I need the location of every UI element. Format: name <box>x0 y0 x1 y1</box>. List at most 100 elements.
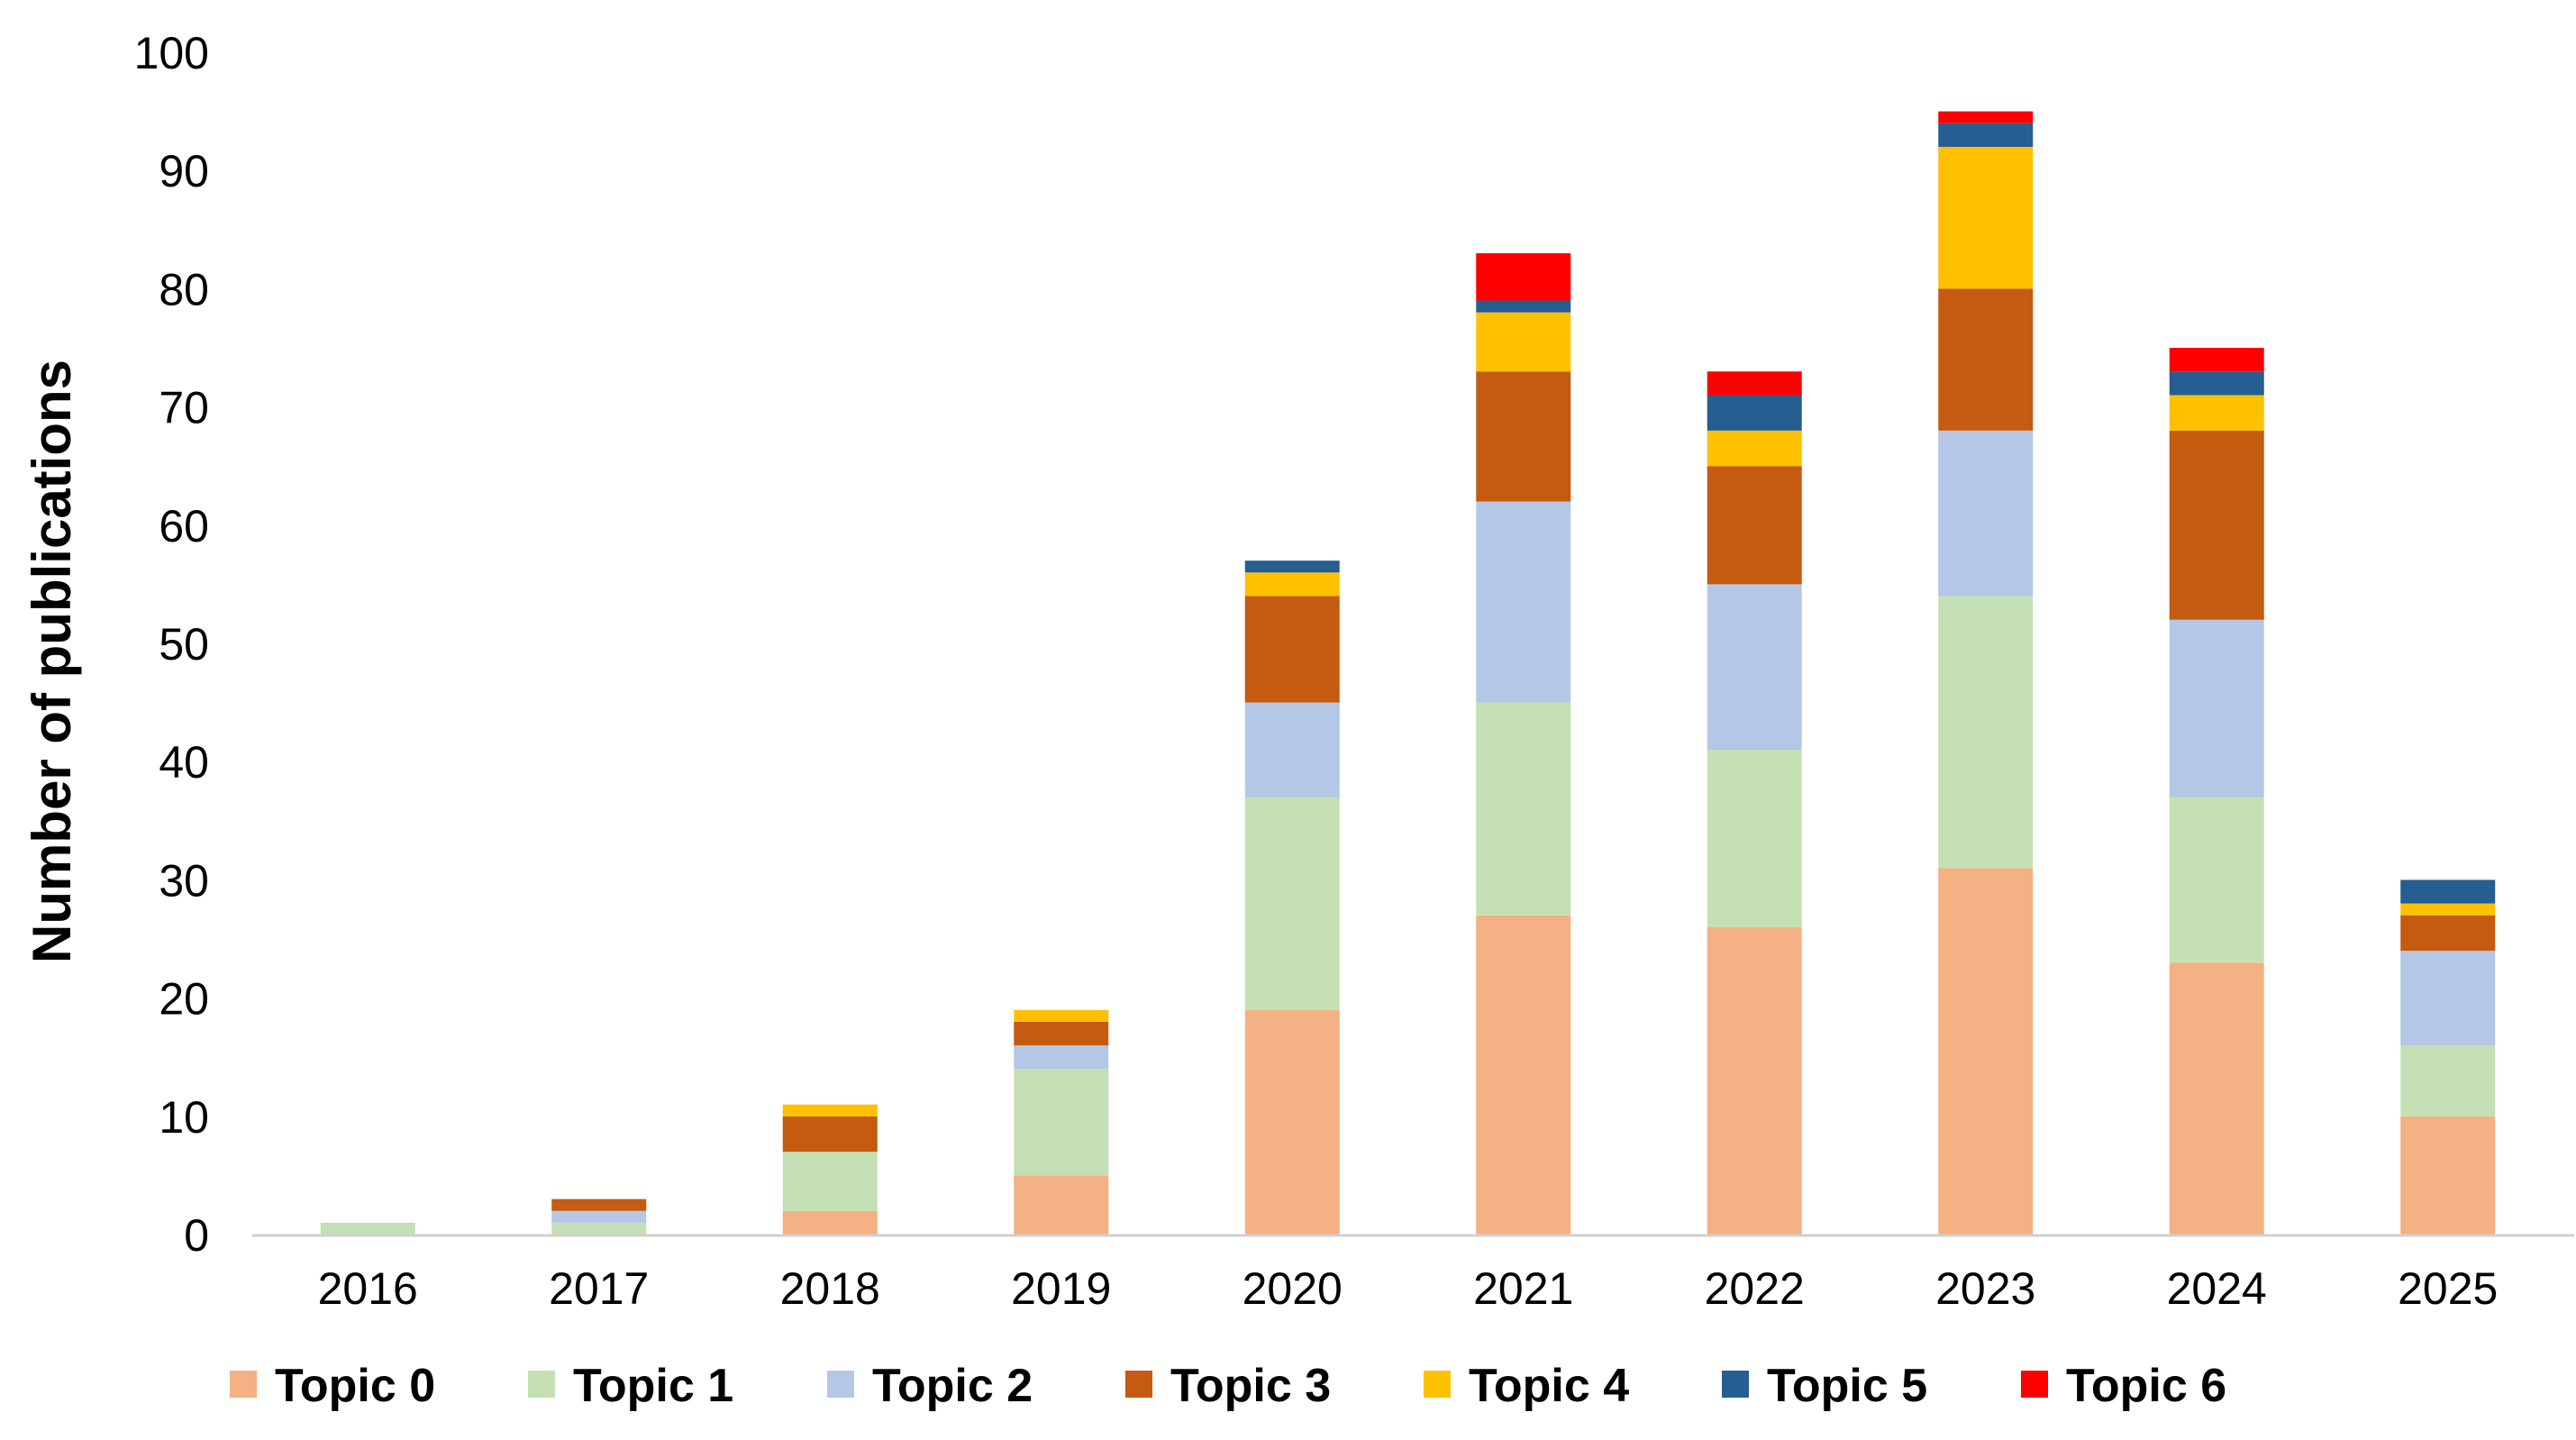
bar-segment-2025-topic-2 <box>2400 951 2496 1046</box>
bar-segment-2025-topic-4 <box>2400 903 2496 916</box>
legend-label: Topic 6 <box>2066 1360 2226 1412</box>
bar-segment-2020-topic-0 <box>1244 1009 1340 1235</box>
bar-segment-2025-topic-1 <box>2400 1045 2496 1116</box>
x-tick-label: 2023 <box>1935 1263 2035 1314</box>
bar-segment-2022-topic-2 <box>1707 584 1802 751</box>
x-axis-ticks: 2016 2017 2018 2019 2020 2021 2022 2023 2024 2025 <box>318 1263 2499 1314</box>
legend-swatch <box>528 1371 555 1398</box>
bar-segment-2024-topic-1 <box>2169 797 2264 963</box>
legend-item-topic-4: Topic 4 <box>1424 1360 1629 1412</box>
x-tick-label: 2017 <box>549 1263 649 1314</box>
x-tick-label: 2018 <box>780 1263 880 1314</box>
y-tick-label: 80 <box>159 264 209 314</box>
bar-segment-2025-topic-5 <box>2400 879 2496 904</box>
y-tick-label: 20 <box>159 974 209 1025</box>
bar-segment-2020-topic-5 <box>1244 561 1340 573</box>
y-tick-label: 0 <box>184 1210 209 1261</box>
legend-item-topic-6: Topic 6 <box>2021 1360 2226 1412</box>
legend-label: Topic 1 <box>573 1360 733 1412</box>
bar-segment-2022-topic-6 <box>1707 371 1802 396</box>
bar-segment-2017-topic-2 <box>551 1210 647 1223</box>
bar-segment-2022-topic-1 <box>1707 750 1802 927</box>
y-tick-label: 70 <box>159 383 209 433</box>
bar-segment-2023-topic-5 <box>1938 123 2034 147</box>
bar-segment-2023-topic-1 <box>1938 596 2034 869</box>
bar-segment-2022-topic-5 <box>1707 395 1802 431</box>
bars-layer <box>320 111 2496 1235</box>
legend-label: Topic 3 <box>1170 1360 1331 1412</box>
bar-segment-2017-topic-1 <box>551 1222 647 1235</box>
bar-segment-2023-topic-2 <box>1938 430 2034 597</box>
y-tick-label: 50 <box>159 619 209 670</box>
bar-segment-2024-topic-3 <box>2169 430 2264 620</box>
legend-item-topic-2: Topic 2 <box>827 1360 1033 1412</box>
x-tick-label: 2024 <box>2167 1263 2267 1314</box>
bar-segment-2024-topic-4 <box>2169 395 2264 431</box>
x-tick-label: 2019 <box>1011 1263 1111 1314</box>
bar-segment-2024-topic-6 <box>2169 348 2264 372</box>
legend-swatch <box>1424 1371 1451 1398</box>
bar-segment-2018-topic-0 <box>782 1210 878 1235</box>
legend-item-topic-5: Topic 5 <box>1722 1360 1927 1412</box>
bar-segment-2022-topic-3 <box>1707 466 1802 585</box>
y-tick-label: 100 <box>134 28 209 78</box>
bar-segment-2021-topic-2 <box>1476 501 1571 703</box>
bar-segment-2022-topic-0 <box>1707 926 1802 1235</box>
bar-segment-2018-topic-3 <box>782 1116 878 1153</box>
y-tick-label: 30 <box>159 855 209 906</box>
y-tick-label: 90 <box>159 146 209 196</box>
bar-segment-2020-topic-3 <box>1244 596 1340 703</box>
bar-segment-2019-topic-0 <box>1014 1175 1109 1235</box>
bar-segment-2020-topic-1 <box>1244 797 1340 1010</box>
legend-swatch <box>2021 1371 2048 1398</box>
bar-segment-2018-topic-4 <box>782 1104 878 1116</box>
bar-segment-2021-topic-5 <box>1476 300 1571 313</box>
bar-segment-2021-topic-0 <box>1476 915 1571 1235</box>
bar-segment-2023-topic-4 <box>1938 146 2034 289</box>
bar-segment-2016-topic-1 <box>320 1222 415 1235</box>
bar-segment-2022-topic-4 <box>1707 430 1802 467</box>
y-tick-label: 60 <box>159 501 209 551</box>
bar-segment-2020-topic-2 <box>1244 702 1340 797</box>
bar-segment-2025-topic-3 <box>2400 915 2496 952</box>
bar-segment-2024-topic-0 <box>2169 962 2264 1235</box>
x-tick-label: 2025 <box>2398 1263 2498 1314</box>
bar-segment-2025-topic-0 <box>2400 1116 2496 1235</box>
bar-segment-2023-topic-6 <box>1938 111 2034 123</box>
bar-segment-2024-topic-5 <box>2169 371 2264 396</box>
x-tick-label: 2016 <box>318 1263 418 1314</box>
legend-swatch <box>1125 1371 1152 1398</box>
bar-segment-2021-topic-1 <box>1476 702 1571 916</box>
x-tick-label: 2020 <box>1242 1263 1343 1314</box>
legend-label: Topic 0 <box>275 1360 435 1412</box>
legend: Topic 0 Topic 1 Topic 2 Topic 3 Topic 4 Topic… <box>230 1360 2226 1412</box>
y-tick-label: 40 <box>159 737 209 788</box>
legend-swatch <box>230 1371 257 1398</box>
bar-segment-2020-topic-4 <box>1244 572 1340 597</box>
bar-segment-2019-topic-2 <box>1014 1045 1109 1070</box>
bar-segment-2019-topic-4 <box>1014 1009 1109 1022</box>
bar-segment-2019-topic-3 <box>1014 1021 1109 1046</box>
y-axis-ticks: 0 10 20 30 40 50 60 70 80 90 100 <box>134 28 209 1261</box>
legend-swatch <box>827 1371 854 1398</box>
bar-segment-2023-topic-3 <box>1938 288 2034 431</box>
bar-segment-2021-topic-3 <box>1476 371 1571 502</box>
bar-segment-2024-topic-2 <box>2169 619 2264 797</box>
legend-item-topic-0: Topic 0 <box>230 1360 435 1412</box>
legend-label: Topic 4 <box>1469 1360 1629 1412</box>
x-tick-label: 2021 <box>1473 1263 1573 1314</box>
legend-label: Topic 2 <box>872 1360 1033 1412</box>
bar-segment-2021-topic-6 <box>1476 253 1571 301</box>
x-tick-label: 2022 <box>1705 1263 1805 1314</box>
y-tick-label: 10 <box>159 1092 209 1143</box>
bar-segment-2021-topic-4 <box>1476 312 1571 372</box>
legend-label: Topic 5 <box>1767 1360 1927 1412</box>
y-axis-title: Number of publications <box>22 360 82 963</box>
bar-segment-2019-topic-1 <box>1014 1069 1109 1176</box>
legend-item-topic-3: Topic 3 <box>1125 1360 1331 1412</box>
bar-segment-2018-topic-1 <box>782 1152 878 1211</box>
legend-item-topic-1: Topic 1 <box>528 1360 733 1412</box>
bar-segment-2023-topic-0 <box>1938 868 2034 1235</box>
